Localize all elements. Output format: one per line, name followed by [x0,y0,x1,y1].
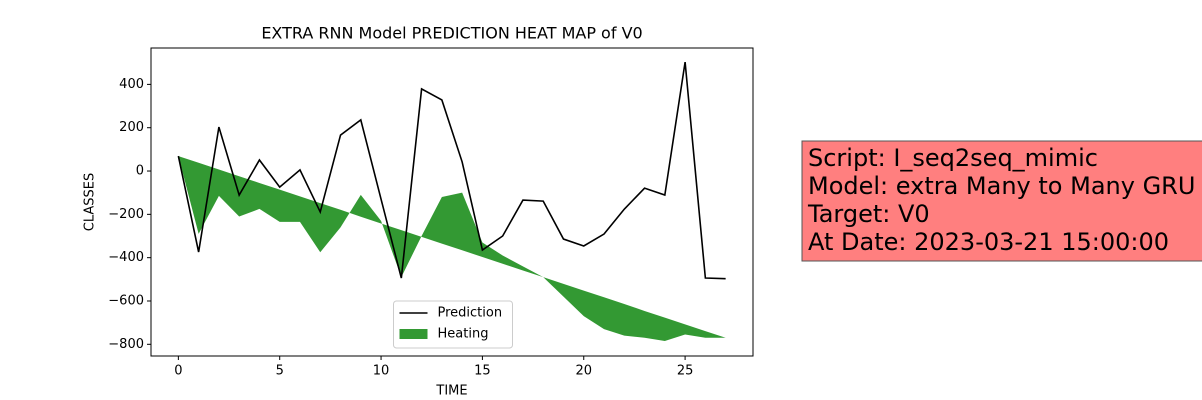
y-tick-label: −200 [108,207,144,222]
annotation-box [801,140,1202,262]
plot-frame [150,47,754,357]
y-tick-label: −400 [108,250,144,265]
annotation-line: Model: extra Many to Many GRU [808,172,1195,200]
y-tick-label: 400 [119,77,144,92]
x-axis-label: TIME [435,384,467,399]
legend-label: Prediction [438,306,503,321]
annotation-line: Target: V0 [807,200,930,228]
x-tick-label: 0 [174,364,182,379]
y-tick-label: −800 [108,337,144,352]
legend-label: Heating [438,327,489,342]
x-tick-label: 5 [276,364,284,379]
chart-title: EXTRA RNN Model PREDICTION HEAT MAP of V… [261,24,642,43]
y-axis-label: CLASSES [83,173,98,231]
x-tick-label: 25 [677,364,694,379]
annotation-line: At Date: 2023-03-21 15:00:00 [808,228,1169,256]
y-tick-label: −600 [108,293,144,308]
x-tick-label: 15 [474,364,491,379]
y-tick-label: 200 [119,120,144,135]
y-tick-label: 0 [136,164,144,179]
prediction-line [177,61,726,280]
x-tick-label: 20 [575,364,592,379]
annotation-line: Script: I_seq2seq_mimic [808,144,1098,172]
legend-swatch [399,329,428,339]
x-tick-label: 10 [373,364,390,379]
